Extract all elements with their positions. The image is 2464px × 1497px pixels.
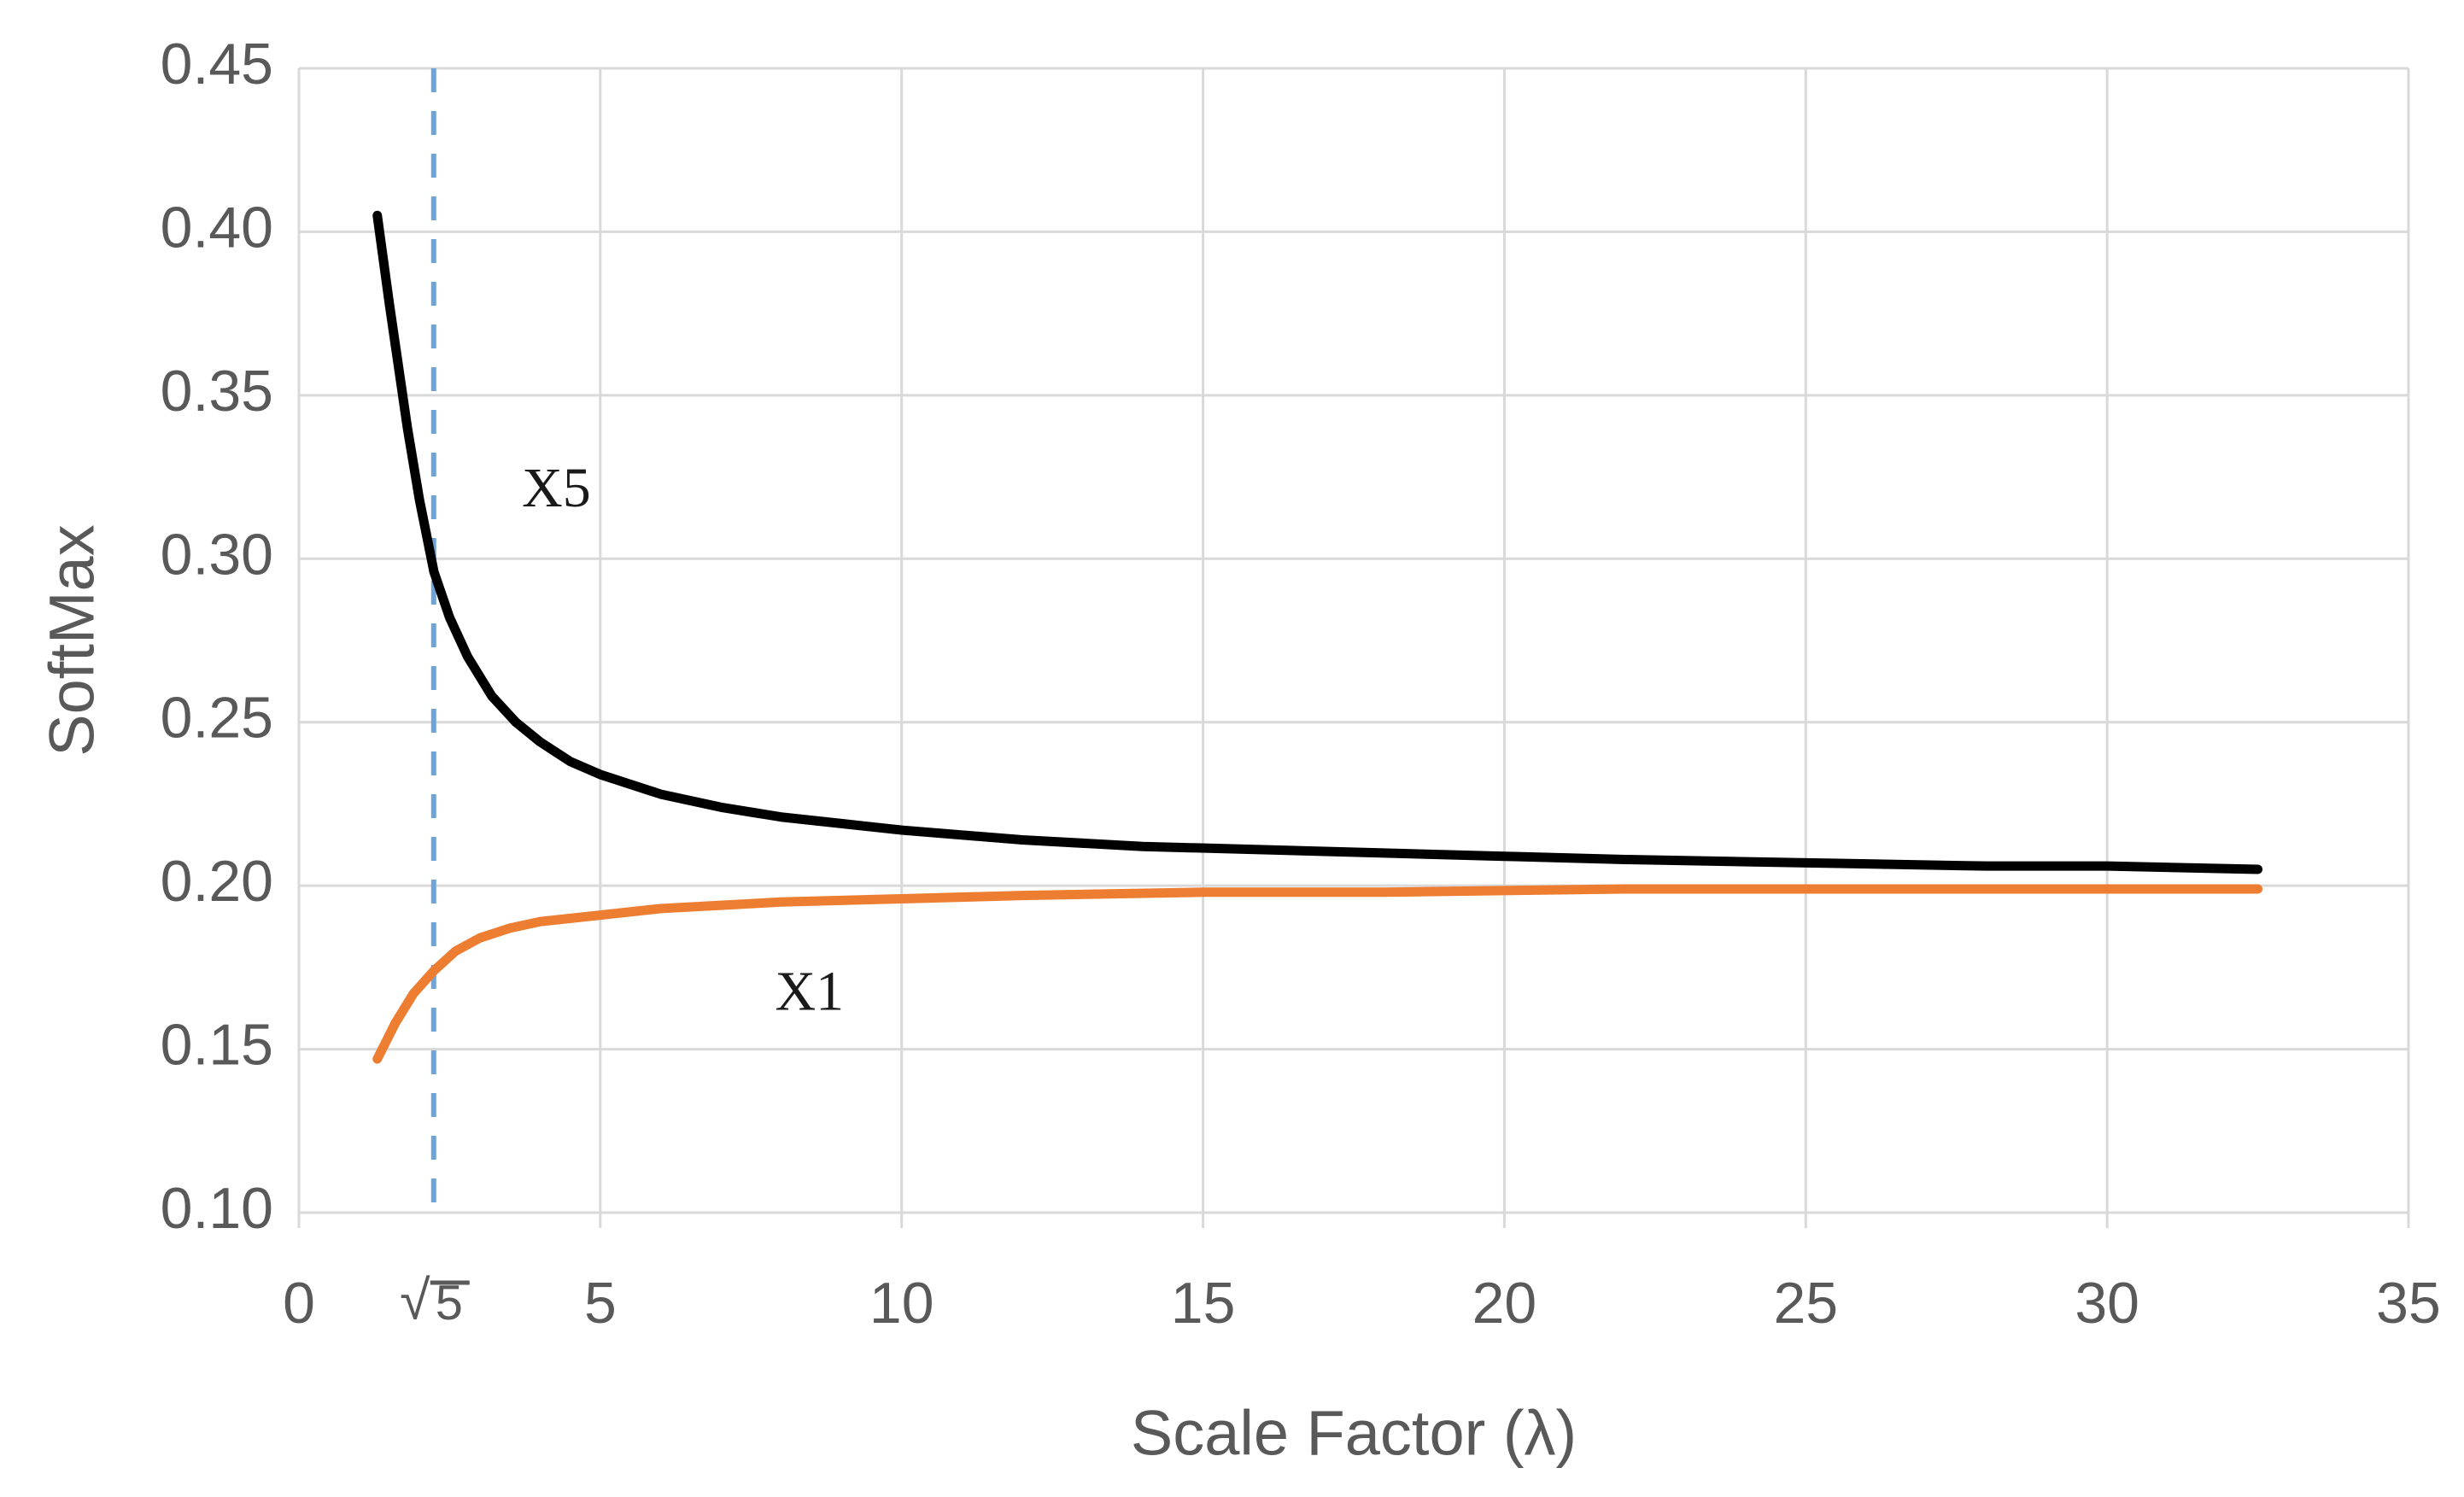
xtick-label: 0 [283,1271,315,1336]
annotation-X5: X5 [522,457,591,519]
xtick-label: 10 [869,1271,934,1336]
ytick-label: 0.25 [161,686,273,751]
annotation-X1: X1 [775,960,845,1022]
xtick-label: 25 [1773,1271,1838,1336]
sqrt5-tick-label: √5 [400,1269,470,1330]
xtick-label: 35 [2376,1271,2441,1336]
x-axis-title: Scale Factor (λ) [1131,1398,1577,1469]
xtick-label: 5 [584,1271,617,1336]
ytick-label: 0.45 [161,32,273,96]
y-axis-title: SoftMax [37,524,108,756]
softmax-scale-chart: 0.10 0.15 0.20 0.25 0.30 0.35 0.40 0.45 0 5 10 15 20… [0,0,2464,1497]
chart-svg: 0.10 0.15 0.20 0.25 0.30 0.35 0.40 0.45 0 5 10 15 20… [0,0,2464,1497]
xtick-label: 30 [2075,1271,2139,1336]
xtick-label: 20 [1472,1271,1537,1336]
ytick-label: 0.40 [161,195,273,260]
ytick-label: 0.10 [161,1176,273,1241]
xtick-label: 15 [1171,1271,1236,1336]
ytick-label: 0.30 [161,522,273,587]
ytick-label: 0.20 [161,849,273,914]
ytick-label: 0.15 [161,1013,273,1078]
svg-text:√: √ [400,1269,430,1330]
ytick-label: 0.35 [161,359,273,424]
